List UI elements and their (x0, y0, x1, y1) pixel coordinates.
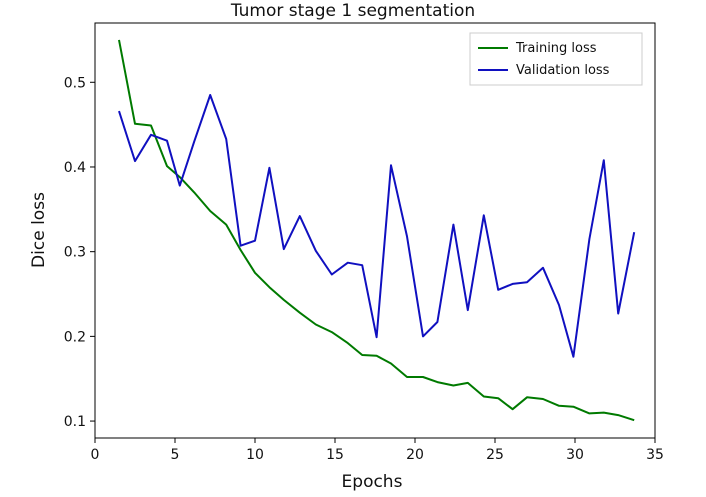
y-tick-label: 0.4 (64, 160, 86, 176)
chart-title: Tumor stage 1 segmentation (230, 1, 475, 21)
x-tick-label: 5 (171, 447, 180, 463)
x-axis-label: Epochs (342, 472, 403, 492)
legend-label-training: Training loss (515, 41, 597, 56)
x-axis-ticks: 0 5 10 15 20 25 30 35 (91, 438, 664, 463)
x-tick-label: 15 (326, 447, 344, 463)
series-lines (118, 39, 636, 422)
x-tick-label: 0 (91, 447, 100, 463)
x-tick-label: 35 (646, 447, 664, 463)
y-axis-label: Dice loss (29, 192, 49, 268)
legend-box (469, 32, 643, 86)
plot-frame (94, 22, 656, 439)
y-axis-ticks: 0.1 0.2 0.3 0.4 0.5 (64, 75, 95, 430)
y-tick-label: 0.3 (64, 245, 86, 261)
legend: Training loss Validation loss (469, 32, 643, 86)
x-tick-label: 20 (406, 447, 424, 463)
legend-label-validation: Validation loss (516, 63, 610, 78)
y-tick-label: 0.1 (64, 414, 86, 430)
x-tick-label: 30 (566, 447, 584, 463)
y-tick-label: 0.5 (64, 75, 86, 91)
training-loss-line (118, 39, 635, 422)
y-tick-label: 0.2 (64, 329, 86, 345)
x-tick-label: 10 (246, 447, 264, 463)
x-tick-label: 25 (486, 447, 504, 463)
validation-loss-line (118, 94, 636, 358)
